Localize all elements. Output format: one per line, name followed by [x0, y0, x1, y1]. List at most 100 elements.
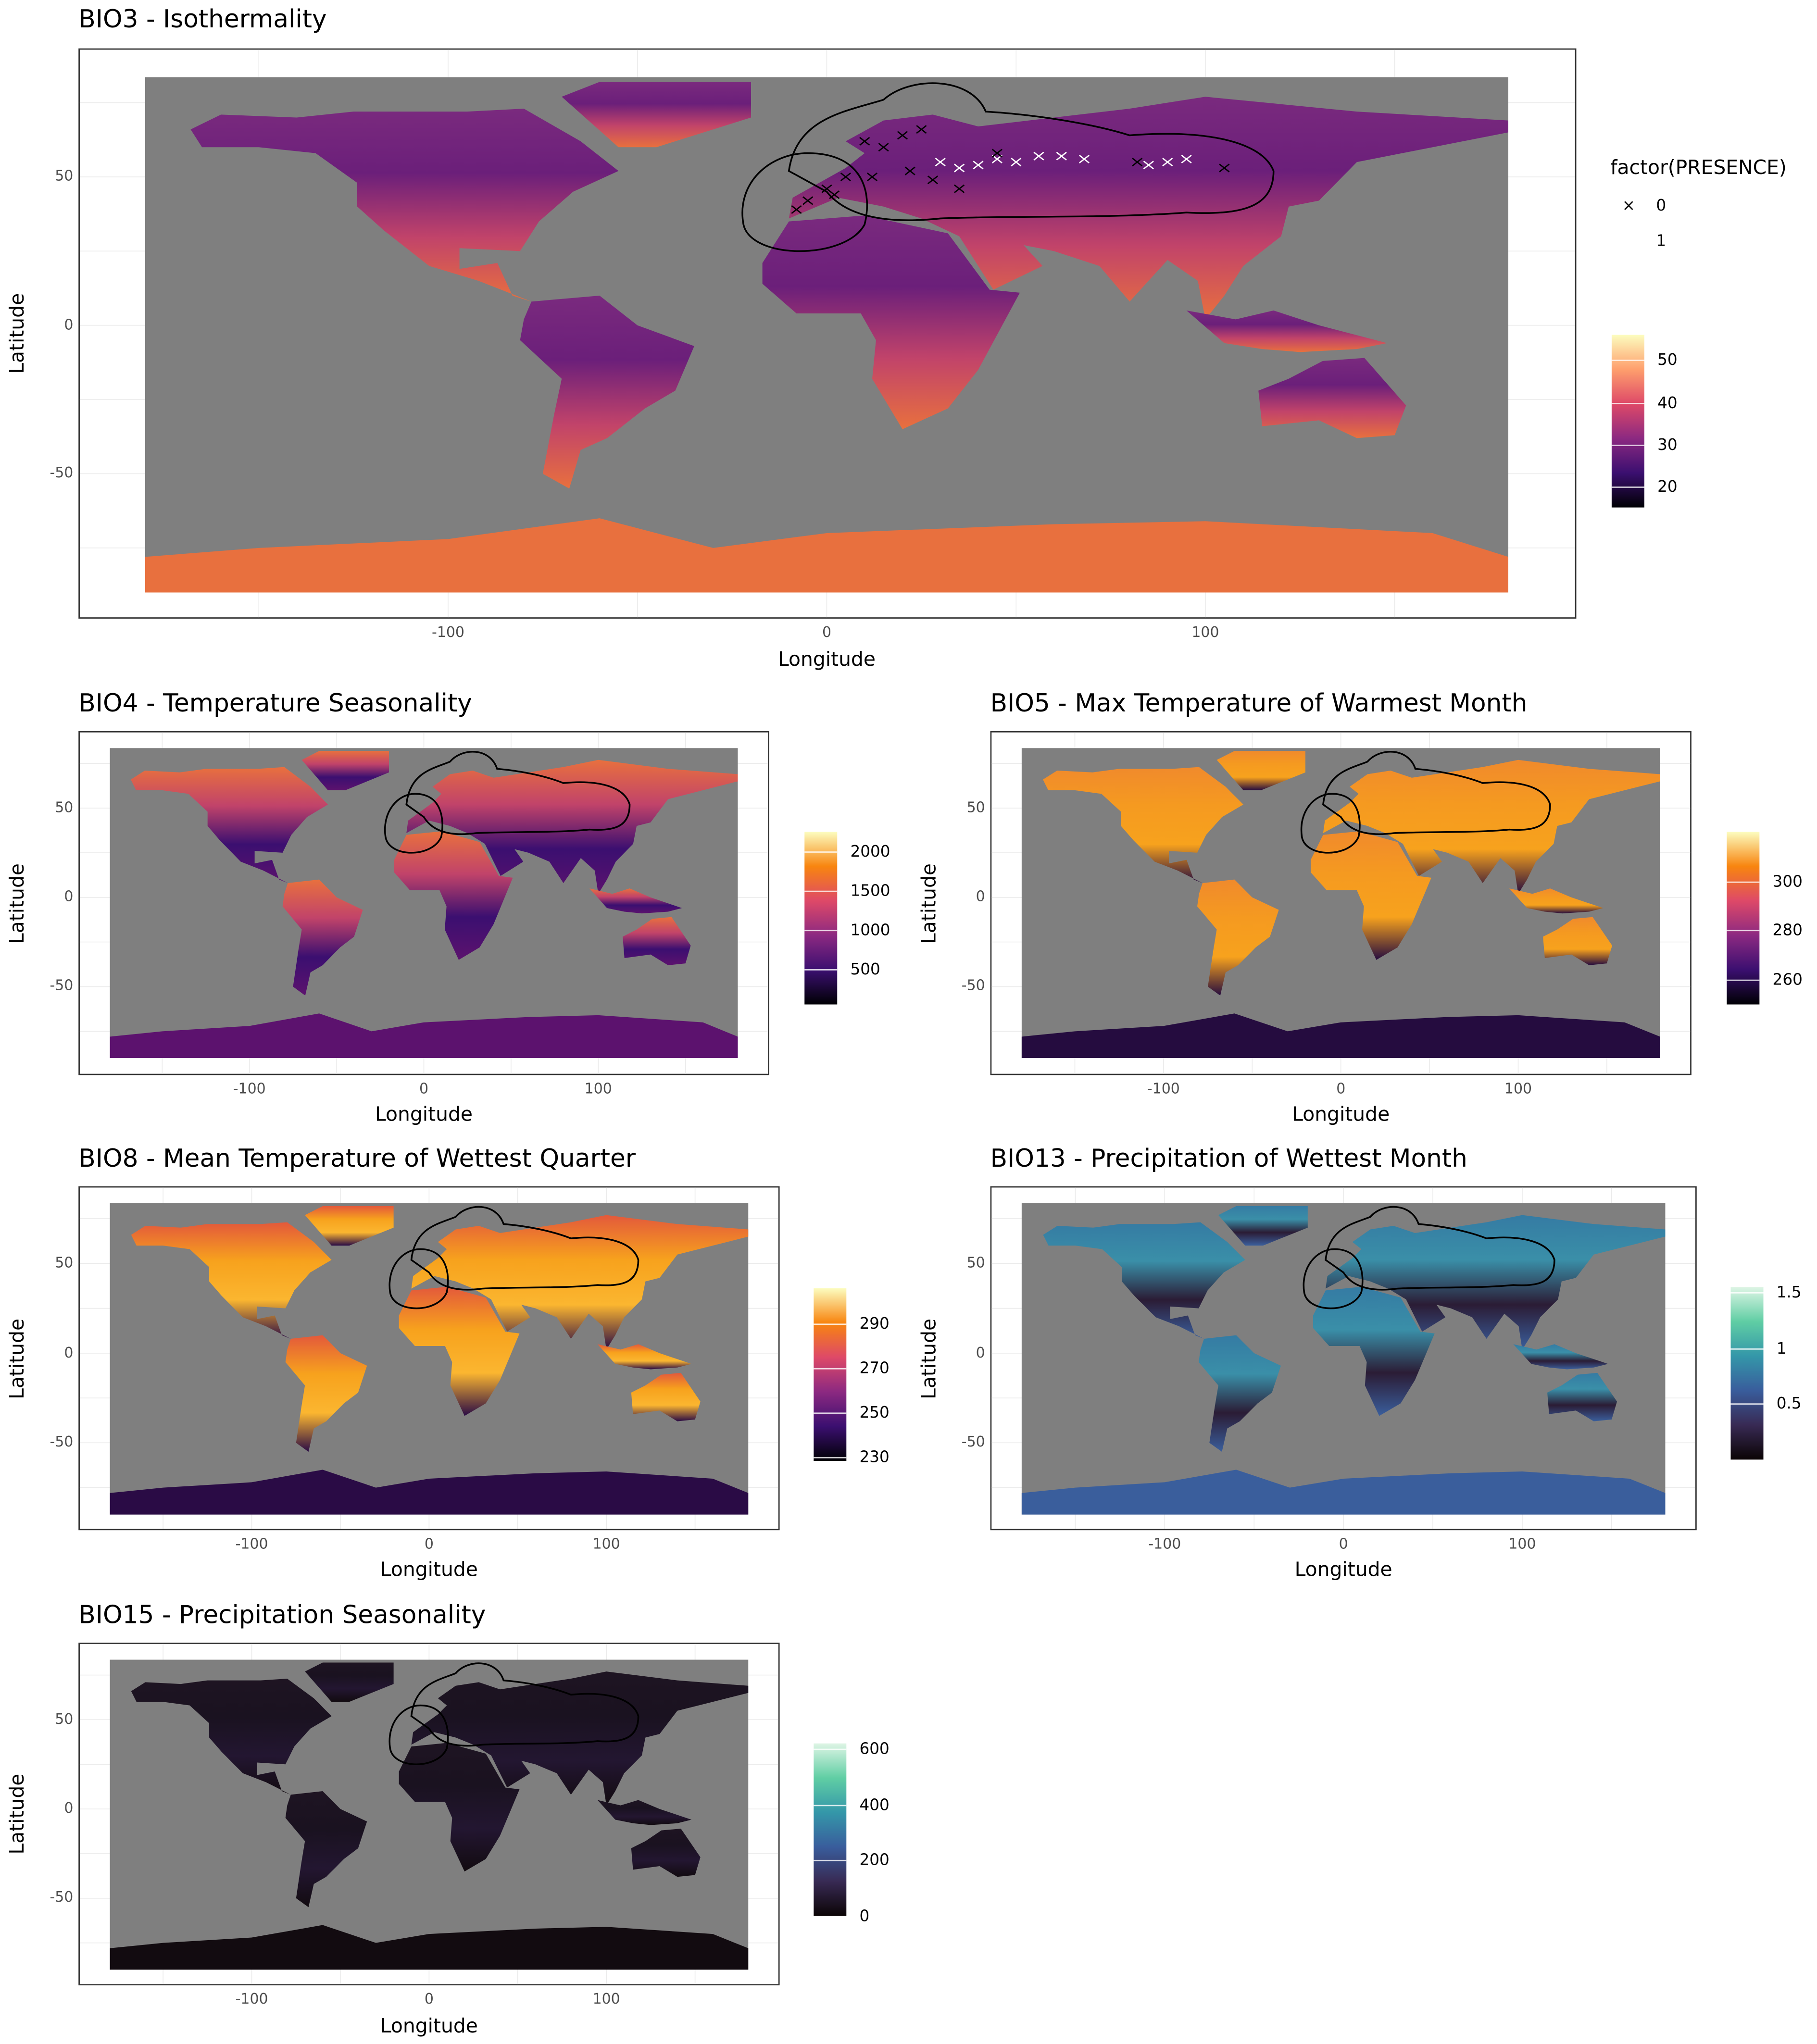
presence-point-marker — [928, 176, 938, 184]
colorbar-tick — [1611, 360, 1644, 361]
x-tick-label: -100 — [235, 1535, 268, 1553]
y-tick-label: 0 — [976, 1344, 985, 1361]
colorbar — [804, 832, 838, 1005]
chart-title: BIO8 - Mean Temperature of Wettest Quart… — [78, 1144, 636, 1173]
colorbar-tick-label: 600 — [859, 1740, 890, 1758]
colorbar-tick-label: 1 — [1776, 1339, 1787, 1358]
presence-point-marker — [878, 143, 888, 151]
y-tick-label: 50 — [966, 798, 985, 816]
x-axis-label: Longitude — [1292, 1102, 1390, 1126]
colorbar-tick — [1730, 1348, 1764, 1350]
presence-point-marker — [954, 185, 964, 193]
x-tick-label: 100 — [1504, 1080, 1532, 1097]
land-north-america — [131, 767, 328, 884]
land-south-america — [282, 879, 363, 996]
presence-point-marker — [1034, 152, 1043, 160]
presence-point-marker — [1144, 161, 1153, 169]
y-tick-label: -50 — [50, 977, 74, 995]
colorbar-tick-label: 1000 — [850, 921, 890, 939]
y-tick-label: -50 — [50, 1889, 74, 1907]
land-greenland — [1216, 751, 1305, 790]
presence-point-marker — [992, 150, 1002, 157]
colorbar-tick — [1611, 486, 1644, 488]
colorbar-tick — [1730, 1292, 1764, 1294]
land-indonesia — [597, 1800, 692, 1825]
presence-point-marker — [898, 132, 907, 139]
presence-point-marker — [935, 158, 945, 166]
land-australia — [1543, 917, 1612, 965]
x-axis-label: Longitude — [380, 2014, 478, 2038]
x-tick-label: 100 — [1191, 623, 1219, 641]
y-tick-label: 0 — [64, 1344, 74, 1361]
colorbar-tick-label: 270 — [859, 1359, 890, 1377]
land-africa — [394, 831, 513, 960]
species-range-outline — [385, 752, 630, 853]
x-tick-label: 0 — [822, 623, 832, 641]
y-tick-label: 0 — [976, 888, 985, 906]
presence-legend-symbol-0: × — [1622, 196, 1636, 215]
colorbar-tick-label: 1500 — [850, 881, 890, 900]
land-indonesia — [1186, 310, 1387, 352]
land-greenland — [305, 1662, 394, 1702]
species-range-outline — [742, 83, 1274, 251]
presence-point-marker — [791, 206, 801, 213]
colorbar-tick-label: 500 — [850, 960, 880, 979]
colorbar-tick — [814, 1805, 847, 1806]
chart-title: BIO13 - Precipitation of Wettest Month — [990, 1144, 1467, 1173]
colorbar-tick-label: 260 — [1772, 971, 1803, 989]
colorbar-tick — [814, 1456, 847, 1458]
land-south-america — [285, 1791, 367, 1907]
land-antarctica — [1021, 1013, 1660, 1059]
land-australia — [1258, 358, 1406, 438]
colorbar-tick — [804, 851, 838, 853]
land-greenland — [1218, 1206, 1308, 1246]
x-tick-label: 0 — [419, 1080, 429, 1097]
land-australia — [631, 1372, 701, 1421]
x-tick-label: 100 — [584, 1080, 612, 1097]
x-tick-label: -100 — [233, 1080, 266, 1097]
land-eurasia — [411, 1215, 749, 1350]
x-tick-label: -100 — [1148, 1535, 1181, 1553]
x-axis-label: Longitude — [777, 647, 876, 671]
y-tick-label: 50 — [966, 1254, 985, 1271]
x-tick-label: 0 — [1336, 1080, 1346, 1097]
colorbar-tick-label: 30 — [1657, 435, 1678, 454]
colorbar — [814, 1743, 847, 1916]
species-range-outline — [389, 1207, 638, 1309]
colorbar-tick-label: 0.5 — [1776, 1395, 1802, 1413]
colorbar-tick-label: 250 — [859, 1403, 890, 1421]
land-africa — [1313, 1286, 1435, 1416]
colorbar-tick — [1611, 444, 1644, 446]
land-eurasia — [406, 760, 738, 894]
colorbar-tick — [1727, 881, 1760, 883]
land-antarctica — [145, 518, 1508, 593]
land-eurasia — [1325, 1215, 1666, 1350]
y-tick-label: -50 — [961, 977, 985, 995]
land-antarctica — [1021, 1470, 1666, 1515]
x-axis-label: Longitude — [380, 1558, 478, 1582]
presence-legend-symbol-1: × — [1622, 231, 1636, 250]
land-australia — [623, 917, 691, 965]
colorbar-tick — [814, 1860, 847, 1862]
land-africa — [399, 1286, 520, 1416]
map-raster — [110, 748, 738, 1059]
x-tick-label: 100 — [592, 1990, 620, 2008]
land-australia — [1547, 1372, 1617, 1421]
colorbar — [1730, 1287, 1764, 1460]
x-tick-label: 0 — [1339, 1535, 1348, 1553]
land-eurasia — [411, 1671, 749, 1806]
colorbar-tick-label: 280 — [1772, 921, 1803, 940]
colorbar — [1611, 335, 1644, 508]
land-antarctica — [110, 1470, 749, 1515]
colorbar-tick — [1727, 930, 1760, 932]
land-greenland — [305, 1206, 394, 1246]
y-tick-label: -50 — [961, 1433, 985, 1451]
species-range-outline — [389, 1663, 638, 1764]
colorbar-tick — [814, 1323, 847, 1325]
map-raster — [110, 1203, 749, 1515]
y-axis-label: Latitude — [5, 1773, 29, 1855]
colorbar-tick — [804, 969, 838, 971]
y-tick-label: 0 — [64, 316, 74, 334]
presence-point-marker — [860, 137, 869, 145]
